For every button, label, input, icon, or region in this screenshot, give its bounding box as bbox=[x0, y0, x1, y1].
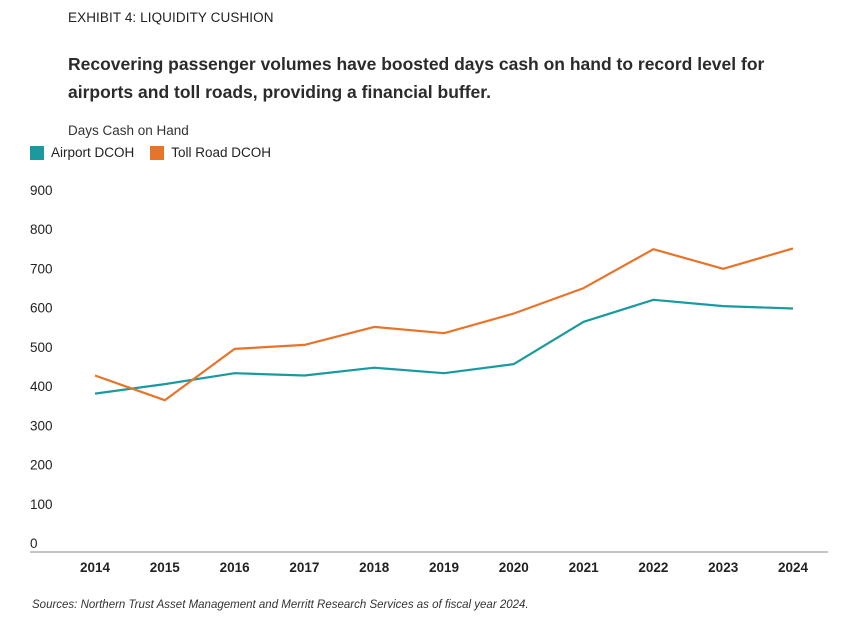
series-line-airport bbox=[94, 298, 794, 395]
y-tick-label: 800 bbox=[30, 222, 53, 237]
y-tick-label: 100 bbox=[30, 497, 53, 512]
x-tick-label: 2016 bbox=[220, 560, 251, 575]
y-tick-label: 700 bbox=[30, 261, 53, 276]
legend-label-toll-road: Toll Road DCOH bbox=[171, 145, 272, 160]
x-axis-ticks: 2014 2015 2016 2017 2018 2019 2020 2021 2022 2023… bbox=[80, 560, 809, 575]
x-tick-label: 2015 bbox=[150, 560, 181, 575]
y-axis-ticks: 0 100 200 300 400 500 600 700 800 900 bbox=[30, 183, 53, 551]
legend-swatch-toll-road bbox=[150, 145, 165, 160]
x-tick-label: 2014 bbox=[80, 560, 111, 575]
chart-legend: Airport DCOH Toll Road DCOH bbox=[30, 145, 287, 160]
x-tick-label: 2023 bbox=[708, 560, 739, 575]
legend-label-airport: Airport DCOH bbox=[51, 145, 135, 160]
x-tick-label: 2020 bbox=[499, 560, 529, 575]
exhibit-label: EXHIBIT 4: LIQUIDITY CUSHION bbox=[68, 10, 274, 25]
x-tick-label: 2018 bbox=[359, 560, 390, 575]
legend-item-airport: Airport DCOH bbox=[30, 145, 134, 160]
y-tick-label: 0 bbox=[30, 536, 38, 551]
x-tick-label: 2024 bbox=[778, 560, 809, 575]
y-tick-label: 500 bbox=[30, 340, 53, 355]
chart-headline: Recovering passenger volumes have booste… bbox=[68, 54, 765, 102]
y-tick-label: 200 bbox=[30, 458, 53, 473]
y-tick-label: 300 bbox=[30, 418, 53, 433]
y-tick-label: 400 bbox=[30, 379, 53, 394]
source-note: Sources: Northern Trust Asset Management… bbox=[32, 599, 529, 611]
legend-item-toll-road: Toll Road DCOH bbox=[150, 145, 271, 160]
x-tick-label: 2019 bbox=[429, 560, 459, 575]
x-tick-label: 2017 bbox=[289, 560, 319, 575]
series-lines bbox=[94, 247, 794, 402]
y-axis-title: Days Cash on Hand bbox=[68, 123, 189, 138]
x-tick-label: 2021 bbox=[569, 560, 600, 575]
y-tick-label: 900 bbox=[30, 183, 53, 198]
y-tick-label: 600 bbox=[30, 301, 53, 316]
x-tick-label: 2022 bbox=[638, 560, 668, 575]
legend-swatch-airport bbox=[30, 145, 44, 160]
series-line-toll-road bbox=[94, 247, 794, 402]
